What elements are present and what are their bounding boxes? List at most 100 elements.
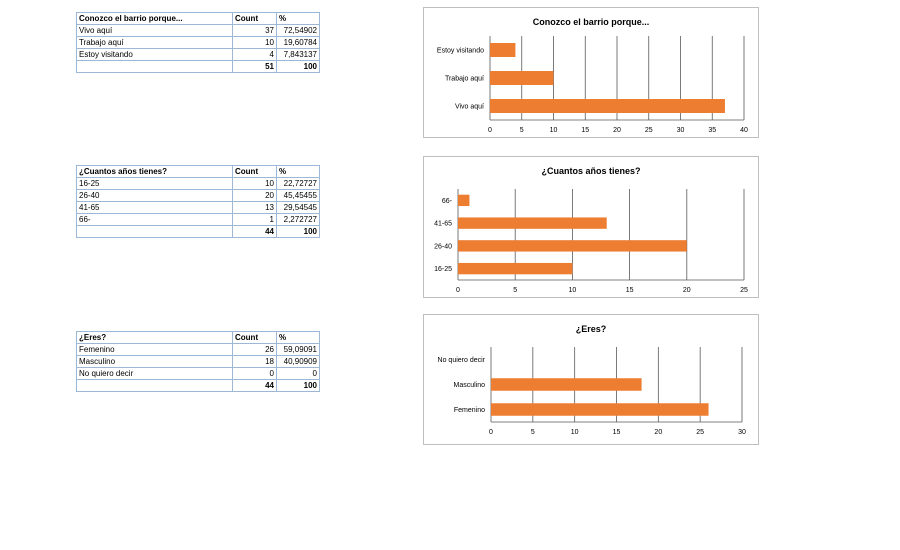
x-tick-label: 20 [613,127,621,134]
header-question: Conozco el barrio porque... [76,12,233,25]
table-row: Trabajo aquí 10 19,60784 [76,36,320,49]
category-label: 41-65 [434,221,452,228]
x-tick-label: 10 [571,429,579,436]
bar [490,43,516,57]
bar [458,217,607,229]
header-count: Count [232,165,277,178]
row-label: 41-65 [76,201,233,214]
row-label: 66- [76,213,233,226]
total-count: 44 [232,225,277,238]
category-label: No quiero decir [438,357,486,364]
total-label [76,225,233,238]
x-tick-label: 5 [531,429,535,436]
row-percent: 2,272727 [276,213,320,226]
x-tick-label: 0 [456,287,460,294]
total-row: 44 100 [76,379,320,392]
row-label: Femenino [76,343,233,356]
header-question: ¿Cuantos años tienes? [76,165,233,178]
row-percent: 72,54902 [276,24,320,37]
chart-title: Conozco el barrio porque... [533,17,650,27]
x-tick-label: 25 [740,287,748,294]
bar [490,71,554,85]
x-tick-label: 10 [569,287,577,294]
x-tick-label: 25 [696,429,704,436]
category-label: 16-25 [434,266,452,273]
total-percent: 100 [276,225,320,238]
x-tick-label: 20 [654,429,662,436]
chart-barrio-svg: Conozco el barrio porque... 0 5 10 15 20 25 30 3… [437,17,748,134]
category-label: 26-40 [434,243,452,250]
category-label: Masculino [453,382,485,389]
category-label: Estoy visitando [437,48,484,55]
x-tick-label: 0 [488,127,492,134]
bar [491,403,709,416]
total-percent: 100 [276,60,320,73]
row-label: 26-40 [76,189,233,202]
total-label [76,379,233,392]
header-count: Count [232,331,277,344]
x-tick-label: 5 [520,127,524,134]
x-tick-label: 15 [626,287,634,294]
row-count: 10 [232,36,277,49]
row-count: 1 [232,213,277,226]
row-percent: 7,843137 [276,48,320,61]
header-question: ¿Eres? [76,331,233,344]
chart-genero: ¿Eres? 0 5 10 15 20 25 30 Femenino Masculino No qu… [423,314,759,445]
x-tick-label: 20 [683,287,691,294]
chart-title: ¿Cuantos años tienes? [541,166,640,176]
row-count: 0 [232,367,277,380]
total-percent: 100 [276,379,320,392]
row-count: 13 [232,201,277,214]
x-tick-label: 10 [550,127,558,134]
x-tick-label: 30 [738,429,746,436]
bar [490,99,725,113]
row-label: 16-25 [76,177,233,190]
bar [458,240,687,252]
table-row: No quiero decir 0 0 [76,367,320,380]
bar [458,194,470,207]
row-label: Vivo aquí [76,24,233,37]
chart-edad-svg: ¿Cuantos años tienes? 0 5 10 15 20 25 16-25 26-4… [434,166,748,294]
category-label: Femenino [454,407,485,414]
table-row: Masculino 18 40,90909 [76,355,320,368]
x-tick-label: 5 [513,287,517,294]
bar [491,378,642,391]
row-label: Trabajo aquí [76,36,233,49]
table-row: 41-65 13 29,54545 [76,201,320,214]
row-percent: 45,45455 [276,189,320,202]
category-label: 66- [442,198,453,205]
chart-barrio: Conozco el barrio porque... 0 5 10 15 20 25 30 3… [423,7,759,138]
chart-title: ¿Eres? [576,324,607,334]
table-row: 66- 1 2,272727 [76,213,320,226]
row-count: 10 [232,177,277,190]
count-table-barrio: Conozco el barrio porque... Count % Vivo… [76,12,320,73]
total-count: 51 [232,60,277,73]
table-row: Vivo aquí 37 72,54902 [76,24,320,37]
total-count: 44 [232,379,277,392]
row-count: 4 [232,48,277,61]
x-tick-label: 15 [613,429,621,436]
row-percent: 59,09091 [276,343,320,356]
x-tick-label: 0 [489,429,493,436]
row-percent: 22,72727 [276,177,320,190]
total-label [76,60,233,73]
chart-edad: ¿Cuantos años tienes? 0 5 10 15 20 25 16-25 26-4… [423,156,759,298]
table-row: 16-25 10 22,72727 [76,177,320,190]
header-count: Count [232,12,277,25]
table-row: Estoy visitando 4 7,843137 [76,48,320,61]
row-count: 20 [232,189,277,202]
x-tick-label: 25 [645,127,653,134]
table-row: Femenino 26 59,09091 [76,343,320,356]
x-tick-label: 40 [740,127,748,134]
x-tick-label: 35 [708,127,716,134]
total-row: 51 100 [76,60,320,73]
header-percent: % [276,12,320,25]
header-percent: % [276,331,320,344]
row-percent: 40,90909 [276,355,320,368]
category-label: Trabajo aquí [445,76,484,83]
row-count: 18 [232,355,277,368]
x-tick-label: 15 [581,127,589,134]
chart-genero-svg: ¿Eres? 0 5 10 15 20 25 30 Femenino Masculino No qu… [438,324,746,436]
row-percent: 29,54545 [276,201,320,214]
x-tick-label: 30 [677,127,685,134]
